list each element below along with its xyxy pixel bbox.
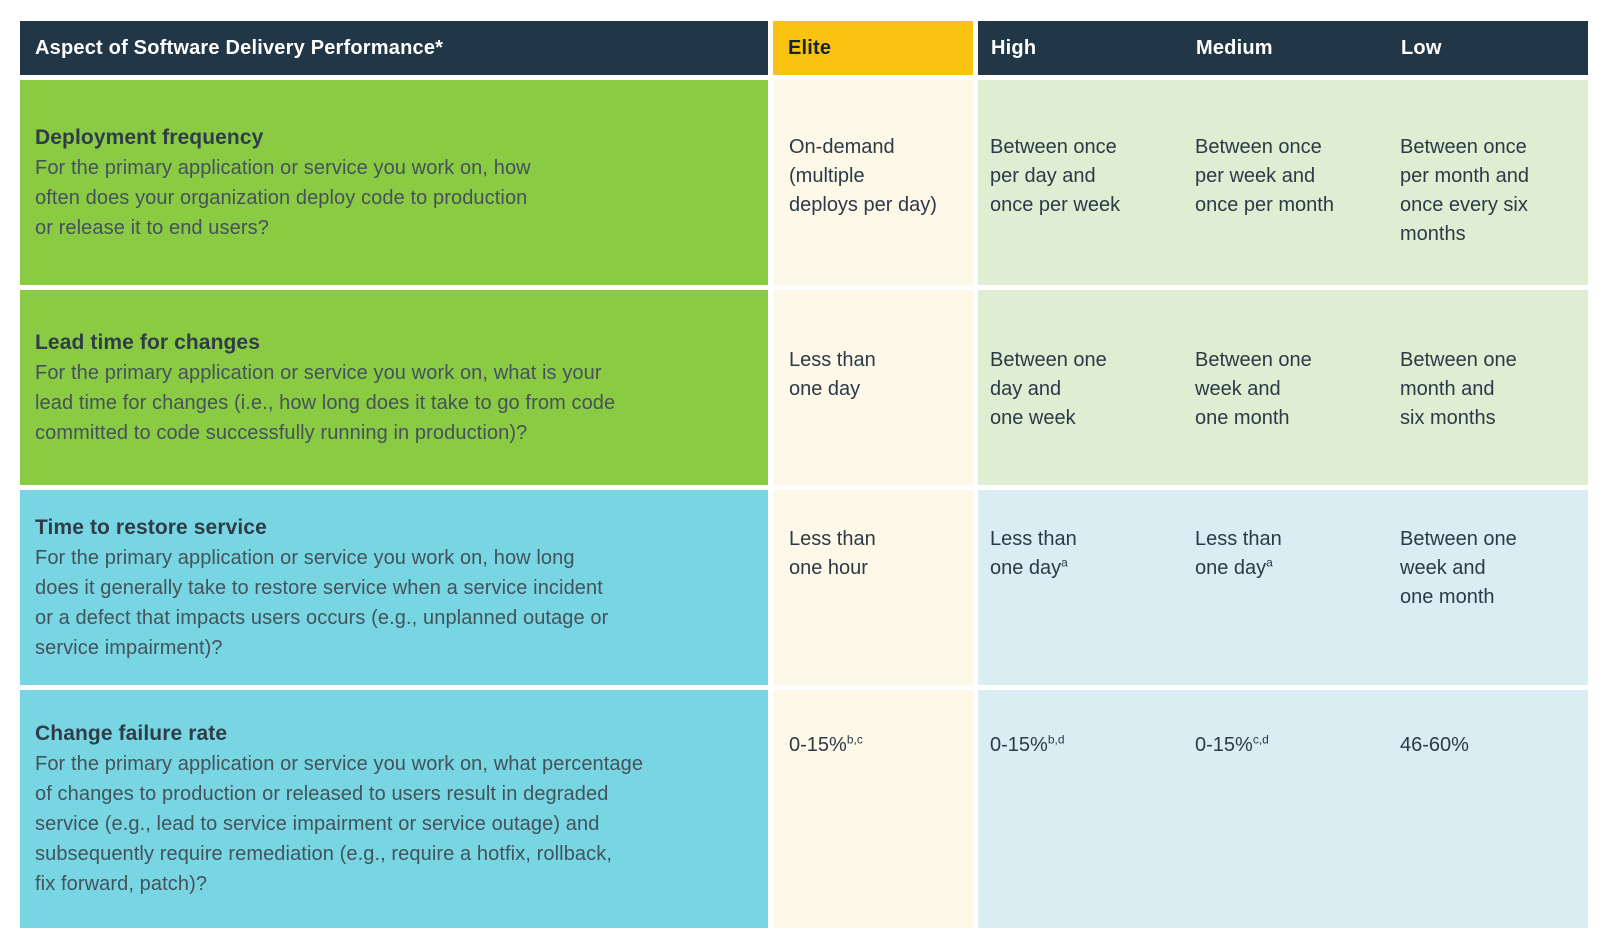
table-row: Time to restore service For the primary … — [20, 490, 1588, 685]
aspect-description: For the primary application or service y… — [35, 156, 531, 239]
table-row: Lead time for changes For the primary ap… — [20, 290, 1588, 485]
footnote-marker: a — [1061, 555, 1068, 570]
software-delivery-performance-table: Aspect of Software Delivery Performance*… — [20, 21, 1588, 933]
cell-value: Between once per week and once per month — [1195, 136, 1334, 216]
low-value-cell: Between one month and six months — [1388, 290, 1588, 485]
medium-value-cell: 0-15%c,d — [1183, 690, 1388, 928]
aspect-title: Change failure rate — [35, 722, 228, 745]
table-header-row: Aspect of Software Delivery Performance*… — [20, 21, 1588, 75]
table-row: Deployment frequency For the primary app… — [20, 80, 1588, 285]
cell-value: Less than one hour — [789, 528, 876, 579]
aspect-title: Lead time for changes — [35, 330, 260, 354]
medium-value-cell: Less than one daya — [1183, 490, 1388, 685]
high-value-cell: 0-15%b,d — [978, 690, 1183, 928]
aspect-title: Time to restore service — [35, 515, 267, 539]
cell-value: 0-15%c,d — [1195, 732, 1269, 756]
aspect-cell: Time to restore service For the primary … — [20, 490, 768, 685]
low-value-cell: 46-60% — [1388, 690, 1588, 928]
header-cell-aspect: Aspect of Software Delivery Performance* — [20, 21, 768, 75]
cell-value: 0-15%b,d — [990, 732, 1065, 756]
elite-value-cell: On-demand (multiple deploys per day) — [773, 80, 973, 285]
header-cell-high: High — [978, 37, 1183, 60]
cell-value: 0-15%b,c — [789, 732, 863, 756]
table-row: Change failure rate For the primary appl… — [20, 690, 1588, 928]
footnote-marker: c,d — [1252, 732, 1269, 747]
aspect-cell: Change failure rate For the primary appl… — [20, 690, 768, 928]
aspect-description: For the primary application or service y… — [35, 546, 609, 659]
level-cells-group: Between one day and one week Between one… — [978, 290, 1588, 485]
low-value-cell: Between once per month and once every si… — [1388, 80, 1588, 285]
cell-value: Between one month and six months — [1400, 349, 1517, 429]
cell-value: Between one week and one month — [1195, 349, 1312, 429]
aspect-title: Deployment frequency — [35, 125, 264, 149]
footnote-marker: b,c — [846, 732, 863, 747]
medium-value-cell: Between one week and one month — [1183, 290, 1388, 485]
elite-value-cell: Less than one day — [773, 290, 973, 485]
cell-value: Less than one day — [789, 349, 876, 400]
low-header-label: Low — [1401, 36, 1442, 59]
high-header-label: High — [991, 36, 1037, 59]
cell-value: Between one week and one month — [1400, 528, 1517, 608]
medium-header-label: Medium — [1196, 36, 1273, 59]
low-value-cell: Between one week and one month — [1388, 490, 1588, 685]
header-cell-elite: Elite — [773, 21, 973, 75]
aspect-header-label: Aspect of Software Delivery Performance* — [35, 36, 444, 59]
elite-value-cell: Less than one hour — [773, 490, 973, 685]
cell-value: Less than one daya — [990, 528, 1077, 579]
table-body: Deployment frequency For the primary app… — [20, 80, 1588, 928]
elite-value-cell: 0-15%b,c — [773, 690, 973, 928]
elite-header-label: Elite — [788, 36, 832, 59]
header-levels-bar: High Medium Low — [978, 21, 1588, 75]
level-cells-group: 0-15%b,d 0-15%c,d 46-60% — [978, 690, 1588, 928]
high-value-cell: Less than one daya — [978, 490, 1183, 685]
aspect-cell: Lead time for changes For the primary ap… — [20, 290, 768, 485]
aspect-description: For the primary application or service y… — [35, 753, 644, 895]
cell-value: Between once per day and once per week — [990, 136, 1121, 216]
footnote-marker: b,d — [1047, 732, 1065, 747]
cell-value: On-demand (multiple deploys per day) — [789, 136, 937, 216]
high-value-cell: Between once per day and once per week — [978, 80, 1183, 285]
medium-value-cell: Between once per week and once per month — [1183, 80, 1388, 285]
header-cell-medium: Medium — [1183, 37, 1388, 60]
high-value-cell: Between one day and one week — [978, 290, 1183, 485]
cell-value: Between one day and one week — [990, 349, 1107, 429]
level-cells-group: Between once per day and once per week B… — [978, 80, 1588, 285]
footnote-marker: a — [1266, 555, 1273, 570]
level-cells-group: Less than one daya Less than one daya Be… — [978, 490, 1588, 685]
header-cell-low: Low — [1388, 37, 1588, 60]
cell-value: Less than one daya — [1195, 528, 1282, 579]
aspect-description: For the primary application or service y… — [35, 361, 616, 444]
aspect-cell: Deployment frequency For the primary app… — [20, 80, 768, 285]
cell-value: 46-60% — [1400, 734, 1469, 756]
cell-value: Between once per month and once every si… — [1400, 136, 1529, 245]
